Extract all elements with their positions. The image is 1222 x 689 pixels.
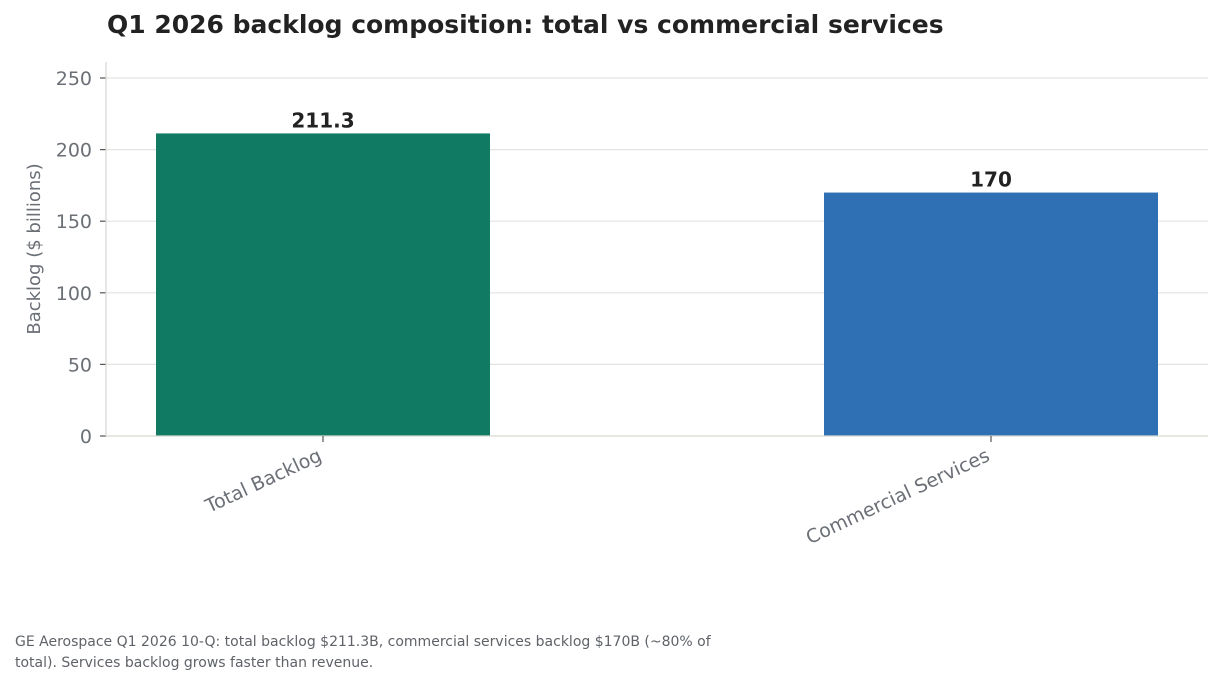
y-tick-label: 100 [56, 283, 92, 305]
y-tick-label: 150 [56, 211, 92, 233]
axes [100, 62, 1208, 442]
x-tick-label: Total Backlog [201, 445, 325, 518]
bar-value-label: 211.3 [291, 108, 354, 132]
chart-title: Q1 2026 backlog composition: total vs co… [107, 10, 944, 39]
x-tick-label: Commercial Services [803, 445, 993, 549]
y-tick-label: 250 [56, 68, 92, 90]
bars [156, 133, 1158, 436]
y-tick-label: 50 [68, 354, 92, 376]
bar-value-label: 170 [970, 168, 1012, 192]
y-axis-label: Backlog ($ billions) [24, 163, 45, 334]
y-tick-label: 0 [80, 426, 92, 448]
bar-chart: 0 50 100 150 200 250 211.3 Total Backlog 170 Comm… [24, 62, 1208, 549]
y-tick-label: 200 [56, 140, 92, 162]
footnote: GE Aerospace Q1 2026 10-Q: total backlog… [15, 634, 711, 671]
bar [824, 192, 1158, 436]
bar [156, 133, 490, 436]
